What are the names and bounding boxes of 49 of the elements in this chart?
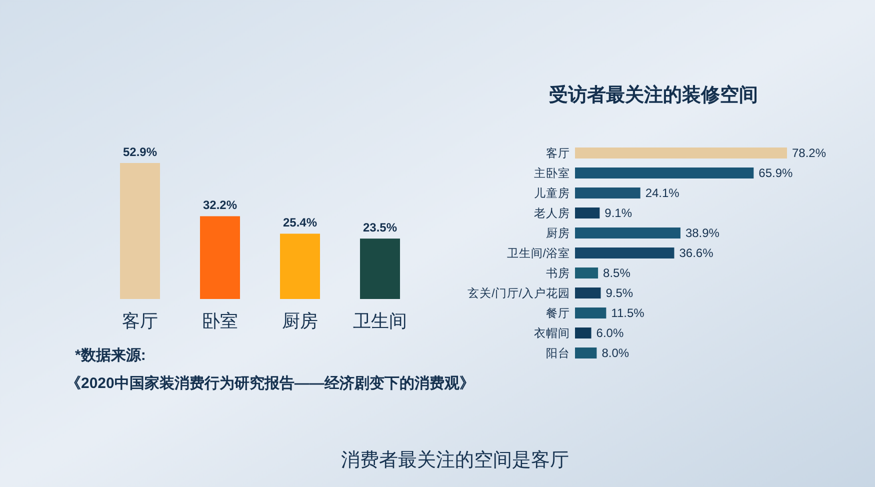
y-tick-label: 阳台 — [546, 347, 570, 360]
x-tick-label: 厨房 — [282, 311, 318, 331]
data-label: 78.2% — [792, 146, 826, 160]
bar — [575, 248, 674, 258]
x-tick-label: 客厅 — [122, 311, 158, 331]
bar — [575, 208, 600, 218]
y-tick-label: 老人房 — [534, 206, 570, 220]
data-label: 8.5% — [603, 266, 631, 280]
y-tick-label: 书房 — [546, 266, 570, 280]
bar — [575, 308, 606, 318]
y-tick-label: 衣帽间 — [534, 326, 570, 340]
y-tick-label: 玄关/门厅/入户花园 — [468, 286, 570, 300]
data-label: 24.1% — [645, 186, 680, 200]
bar — [575, 328, 592, 338]
bar — [575, 148, 787, 158]
data-label: 32.2% — [202, 198, 238, 212]
data-label: 9.5% — [606, 286, 634, 300]
text: 《2020中国家装消费行为研究报告——经济剧变下的消费观》 — [66, 374, 474, 392]
bar — [575, 348, 597, 358]
x-tick-label: 卧室 — [202, 311, 238, 331]
y-tick-label: 厨房 — [546, 226, 570, 240]
y-tick-label: 客厅 — [546, 146, 570, 160]
data-label: 23.5% — [362, 220, 398, 235]
data-label: 6.0% — [596, 326, 624, 340]
bar — [120, 163, 160, 299]
text: 消费者最关注的空间是客厅 — [341, 449, 569, 471]
x-tick-label: 卫生间 — [353, 311, 407, 331]
data-label: 8.0% — [602, 346, 630, 360]
data-label: 36.6% — [679, 246, 714, 260]
text: *数据来源: — [75, 347, 146, 364]
bar — [280, 234, 320, 299]
bar — [200, 216, 240, 299]
bar — [360, 238, 400, 299]
y-tick-label: 餐厅 — [546, 307, 570, 320]
data-label: 9.1% — [604, 206, 632, 220]
bar — [575, 268, 598, 278]
data-label: 52.9% — [122, 145, 158, 159]
data-label: 65.9% — [758, 166, 794, 180]
bar — [575, 228, 680, 238]
data-label: 11.5% — [611, 306, 645, 320]
data-label: 25.4% — [282, 216, 318, 230]
y-tick-label: 儿童房 — [534, 186, 570, 200]
bar — [575, 188, 640, 198]
data-label: 38.9% — [685, 226, 720, 240]
y-tick-label: 主卧室 — [534, 166, 570, 180]
bar — [575, 288, 601, 298]
y-tick-label: 卫生间/浴室 — [506, 246, 570, 260]
bar — [575, 168, 754, 178]
chart-title: 受访者最关注的装修空间 — [549, 84, 758, 106]
